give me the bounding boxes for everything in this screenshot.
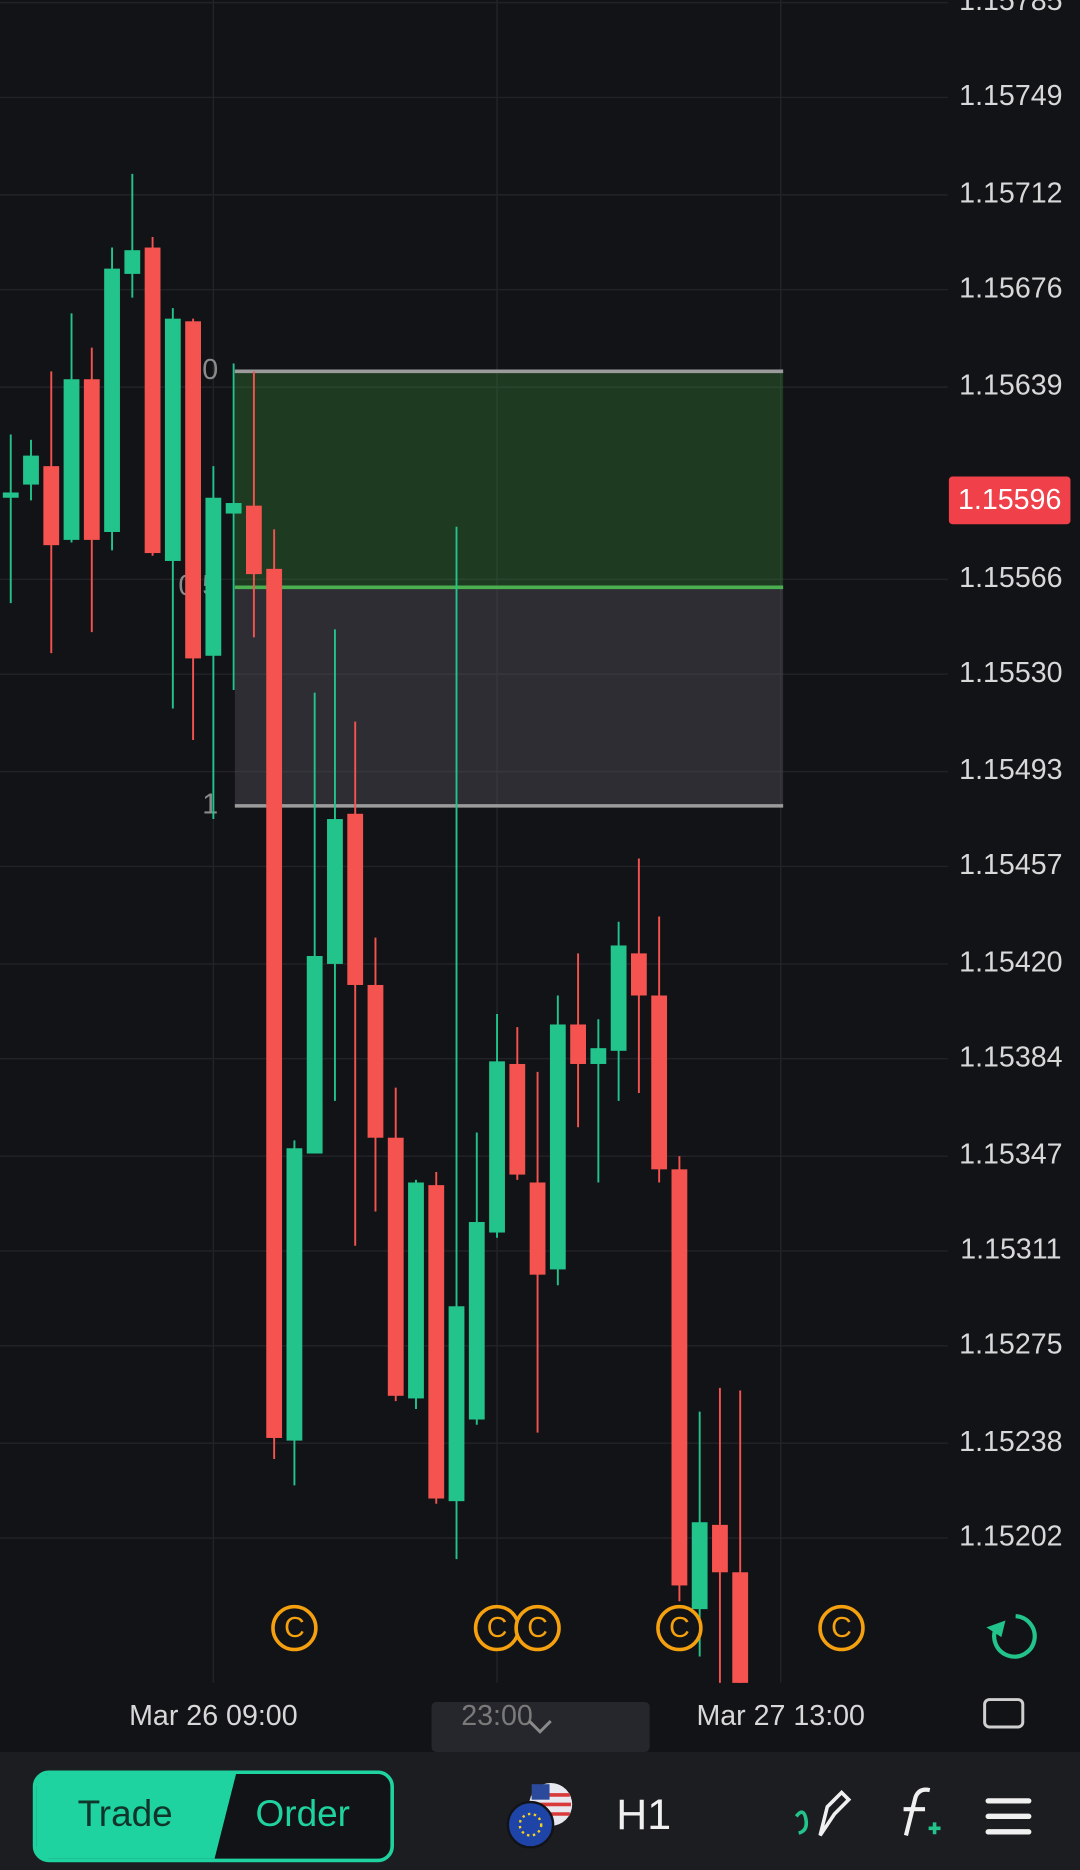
candle-body (83, 379, 100, 540)
order-button[interactable]: Order (256, 1793, 350, 1834)
candle-body (428, 1185, 445, 1499)
candle-body (651, 995, 668, 1170)
candle-body (408, 1182, 424, 1399)
timeframe[interactable]: H1 (616, 1791, 671, 1839)
y-tick-label: 1.15347 (959, 1139, 1062, 1171)
fib-zone[interactable] (234, 371, 784, 588)
event-marker[interactable] (818, 1604, 865, 1652)
candle-body (286, 1148, 303, 1441)
candle-body (671, 1169, 688, 1586)
y-tick-label: 1.15420 (959, 946, 1062, 978)
event-label: C (527, 1612, 548, 1644)
candle-body (43, 466, 60, 546)
y-tick-label: 1.15785 (959, 0, 1062, 17)
x-axis: Mar 26 09:00 23:00 Mar 27 13:00 (129, 1700, 865, 1732)
trade-button-bg[interactable] (36, 1774, 237, 1859)
candle-body (104, 268, 120, 532)
last-price-label: 1.15596 (958, 484, 1061, 516)
draw-icon[interactable] (794, 1790, 852, 1837)
fib-retracement[interactable]: 00.51 (178, 354, 784, 821)
candle-body (712, 1524, 728, 1573)
candle-body (327, 819, 343, 964)
candle-body (610, 945, 627, 1051)
y-tick-label: 1.15457 (959, 849, 1062, 881)
x-tick-label: Mar 26 09:00 (129, 1700, 298, 1732)
fib-zone[interactable] (234, 587, 784, 806)
reset-icon[interactable] (986, 1614, 1037, 1659)
menu-icon[interactable] (985, 1798, 1032, 1835)
candle-body (144, 247, 161, 554)
candle-body (529, 1182, 546, 1275)
fullscreen-icon[interactable] (983, 1698, 1025, 1729)
candle-body (387, 1137, 404, 1396)
y-tick-label: 1.15275 (959, 1328, 1062, 1360)
chevron-icon[interactable] (528, 1719, 552, 1734)
candle-body (225, 503, 242, 514)
y-tick-label: 1.15530 (959, 657, 1062, 689)
x-tick-label: Mar 27 13:00 (696, 1700, 865, 1732)
candle-body (164, 318, 181, 561)
event-label: C (487, 1612, 508, 1644)
x-tick-label: 23:00 (461, 1700, 533, 1732)
candle-body (468, 1221, 485, 1420)
candle-body (630, 953, 647, 996)
candle-body (732, 1572, 749, 1683)
indicator-icon[interactable] (903, 1787, 941, 1836)
y-tick-label: 1.15238 (959, 1426, 1062, 1458)
candle-body (185, 321, 202, 659)
candle-body (367, 984, 384, 1138)
candle-body (549, 1024, 566, 1270)
candle-body (245, 505, 262, 575)
y-tick-label: 1.15202 (959, 1521, 1062, 1553)
y-tick-label: 1.15566 (959, 562, 1062, 594)
event-label: C (284, 1612, 305, 1644)
candle-body (23, 455, 39, 485)
candle-body (306, 956, 323, 1154)
y-tick-label: 1.15712 (959, 177, 1062, 209)
fib-level-label: 0 (202, 354, 218, 386)
y-tick-label: 1.15493 (959, 754, 1062, 786)
symbol-flags[interactable] (506, 1782, 573, 1849)
candle-body (347, 813, 364, 985)
candle-body (2, 492, 19, 498)
y-tick-label: 1.15311 (960, 1234, 1061, 1266)
fib-level-label: 1 (202, 788, 218, 820)
y-tick-label: 1.15749 (959, 80, 1062, 112)
y-tick-label: 1.15384 (959, 1041, 1062, 1073)
event-marker[interactable] (514, 1604, 561, 1652)
crosshair-time-box (431, 1701, 650, 1753)
candle-body (124, 250, 141, 274)
candle-body (509, 1063, 526, 1175)
candle-body (266, 568, 283, 1438)
candle-body (489, 1061, 505, 1233)
event-label: C (669, 1612, 690, 1644)
candle-body (590, 1048, 607, 1064)
candle-body (205, 497, 222, 656)
candle-body (691, 1522, 708, 1610)
y-tick-label: 1.15676 (959, 272, 1062, 304)
axes: 1.15785 1.15749 1.15712 1.15676 1.15639 1.155… (948, 0, 1071, 1553)
event-marker[interactable] (271, 1604, 318, 1652)
event-label: C (831, 1612, 852, 1644)
y-tick-label: 1.15639 (959, 370, 1062, 402)
trade-button[interactable]: Trade (78, 1793, 173, 1834)
candle-body (570, 1024, 586, 1064)
event-marker[interactable] (656, 1604, 703, 1652)
candle-body (63, 379, 80, 540)
candle-body (448, 1306, 465, 1502)
last-price-box (948, 476, 1071, 525)
